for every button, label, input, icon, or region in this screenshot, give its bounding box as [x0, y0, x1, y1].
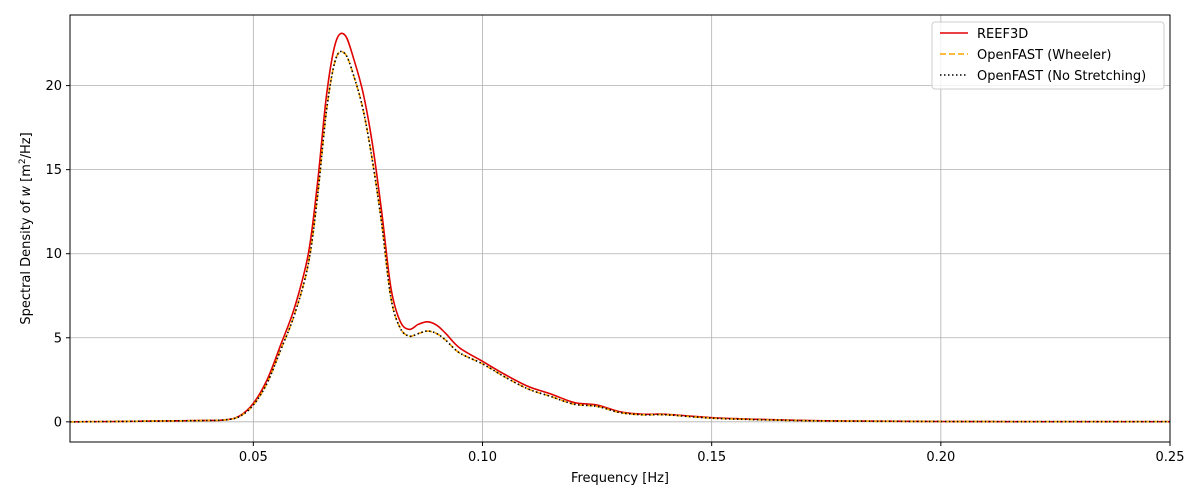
- x-tick-label: 0.05: [239, 450, 268, 465]
- y-tick-label: 10: [45, 247, 62, 262]
- legend-label-reef3d: REEF3D: [977, 27, 1028, 42]
- legend-label-openfast-no-stretching: OpenFAST (No Stretching): [977, 69, 1146, 84]
- x-axis-label: Frequency [Hz]: [571, 471, 669, 486]
- y-axis-label-variable: w: [19, 186, 34, 197]
- plot-frame: [69, 14, 1171, 443]
- y-tick-label: 20: [45, 79, 62, 94]
- y-axis-label-unit-close: /Hz]: [19, 132, 34, 158]
- x-tick-label: 0.15: [697, 450, 726, 465]
- legend-box: [931, 21, 1165, 90]
- y-tick-label: 15: [45, 163, 62, 178]
- axis-ticks: 0.05 0.10 0.15 0.20 0.25 0 5 10 15 20: [45, 79, 1184, 465]
- series-line-reef3d: [69, 32, 1171, 423]
- y-axis-label-unit-exponent: 2: [18, 158, 28, 164]
- legend: REEF3D OpenFAST (Wheeler) OpenFAST (No S…: [931, 21, 1165, 90]
- x-tick-label: 0.25: [1156, 450, 1185, 465]
- y-axis-label: Spectral Density of w [m2/Hz]: [18, 132, 34, 324]
- y-axis-label-prefix: Spectral Density of: [19, 197, 34, 325]
- series-lines: [69, 32, 1171, 423]
- y-tick-label: 5: [54, 331, 62, 346]
- y-axis-label-unit-open: [m: [19, 164, 34, 186]
- x-tick-label: 0.20: [926, 450, 955, 465]
- x-tick-label: 0.10: [468, 450, 497, 465]
- legend-label-openfast-wheeler: OpenFAST (Wheeler): [977, 48, 1111, 63]
- y-tick-label: 0: [54, 415, 62, 430]
- series-line-openfast-no-stretching: [69, 50, 1171, 423]
